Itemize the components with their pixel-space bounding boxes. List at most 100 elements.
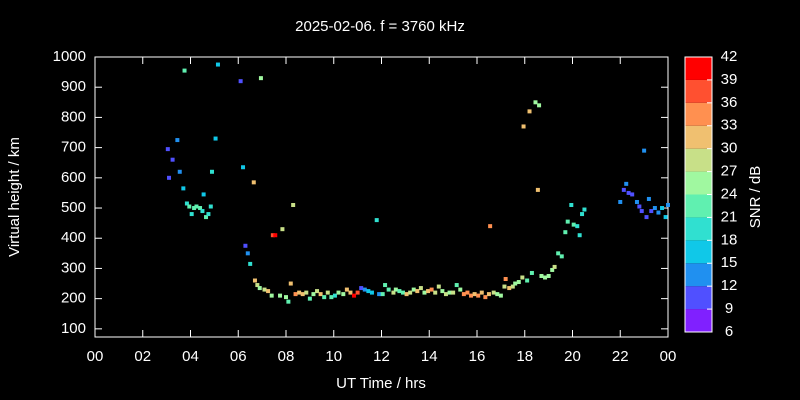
colorbar-tick-label: 18: [721, 231, 738, 248]
x-tick-label: 18: [516, 348, 533, 365]
data-point: [660, 206, 665, 211]
colorbar-tick-label: 27: [721, 163, 738, 180]
colorbar-segment: [685, 125, 712, 149]
data-point: [341, 292, 346, 297]
data-point: [404, 292, 409, 297]
data-point: [182, 68, 187, 73]
data-point: [440, 289, 445, 294]
data-point: [521, 124, 526, 129]
data-point: [537, 103, 542, 108]
data-point: [262, 287, 267, 292]
data-point: [284, 295, 288, 300]
data-point: [380, 292, 385, 297]
y-tick-label: 800: [61, 108, 86, 125]
data-point: [300, 292, 305, 297]
data-point: [458, 287, 463, 292]
data-point: [502, 284, 507, 289]
data-point: [582, 207, 587, 212]
data-point: [559, 254, 564, 259]
data-point: [503, 277, 508, 282]
colorbar-segment: [685, 102, 712, 126]
colorbar-tick-label: 33: [721, 117, 738, 134]
data-point: [270, 233, 275, 238]
data-point: [546, 273, 551, 278]
data-point: [258, 76, 263, 81]
data-point: [200, 209, 205, 214]
data-point: [355, 290, 360, 295]
data-point: [315, 289, 320, 294]
data-point: [400, 290, 405, 295]
colorbar-segment: [685, 194, 712, 218]
data-point: [248, 261, 253, 266]
data-point: [383, 283, 388, 288]
x-tick-label: 02: [134, 348, 151, 365]
y-tick-label: 100: [61, 320, 86, 337]
data-point: [577, 233, 582, 238]
data-point: [291, 203, 296, 208]
x-tick-label: 20: [564, 348, 581, 365]
data-point: [280, 227, 285, 232]
data-point: [215, 62, 220, 67]
data-point: [377, 292, 382, 297]
data-point: [322, 295, 327, 300]
y-tick-label: 500: [61, 199, 86, 216]
chart-title: 2025-02-06. f = 3760 kHz: [295, 18, 465, 35]
data-point: [273, 233, 278, 238]
data-point: [304, 290, 309, 295]
data-point: [488, 224, 493, 229]
data-point: [255, 283, 260, 288]
data-point: [243, 243, 248, 248]
y-tick-label: 700: [61, 139, 86, 156]
data-point: [325, 290, 330, 295]
x-tick-label: 08: [278, 348, 295, 365]
data-point: [269, 293, 274, 298]
data-point: [415, 289, 420, 294]
data-point: [352, 293, 357, 298]
x-tick-label: 12: [373, 348, 390, 365]
data-point: [194, 204, 199, 209]
colorbar-segment: [685, 79, 712, 103]
data-point: [507, 286, 512, 291]
data-point: [165, 147, 170, 152]
data-point: [580, 212, 585, 217]
data-point: [634, 199, 639, 204]
data-point: [288, 281, 293, 286]
data-point: [461, 292, 466, 297]
data-point: [408, 290, 413, 295]
data-point: [472, 292, 477, 297]
data-point: [637, 204, 642, 209]
data-point: [563, 230, 568, 235]
data-point: [486, 292, 491, 297]
data-point: [543, 275, 548, 280]
data-point: [362, 287, 367, 292]
colorbar-tick-label: 9: [725, 300, 733, 317]
data-point: [535, 187, 540, 192]
data-point: [495, 292, 500, 297]
data-point: [201, 192, 206, 197]
data-point: [167, 175, 172, 180]
data-point: [476, 293, 481, 298]
data-point: [318, 292, 323, 297]
y-tick-label: 200: [61, 290, 86, 307]
data-point: [436, 284, 441, 289]
y-tick-label: 600: [61, 169, 86, 186]
data-point: [639, 209, 644, 214]
y-tick-label: 300: [61, 259, 86, 276]
data-point: [251, 180, 256, 185]
data-point: [618, 199, 623, 204]
data-point: [209, 169, 214, 174]
colorbar-segment: [685, 57, 712, 80]
data-point: [386, 287, 391, 292]
data-point: [630, 192, 635, 197]
data-point: [443, 292, 448, 297]
y-tick-label: 900: [61, 78, 86, 95]
data-point: [241, 165, 246, 170]
colorbar-tick-label: 36: [721, 94, 738, 111]
colorbar-tick-label: 30: [721, 140, 738, 157]
data-point: [266, 289, 271, 294]
data-point: [366, 289, 371, 294]
x-tick-label: 00: [87, 348, 104, 365]
data-point: [187, 204, 192, 209]
data-point: [307, 296, 312, 301]
